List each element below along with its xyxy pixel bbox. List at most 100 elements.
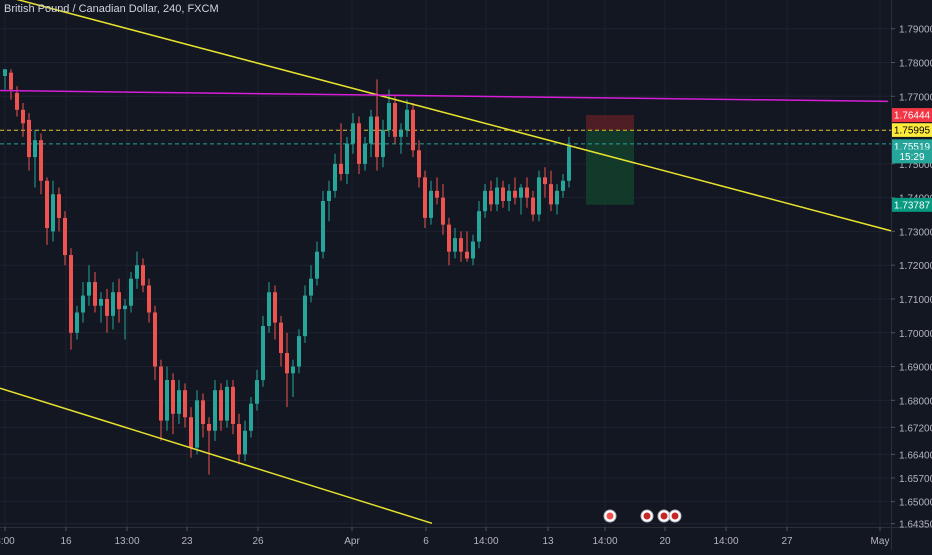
price-label: 1.76444 xyxy=(892,108,932,123)
candle-body xyxy=(561,180,565,191)
candle xyxy=(555,184,559,215)
price-label: 1.73787 xyxy=(892,197,932,212)
candle xyxy=(159,359,163,441)
candle-body xyxy=(9,72,13,90)
x-tick-label: 14:00 xyxy=(713,536,738,547)
candle-body xyxy=(519,187,523,198)
candle-body xyxy=(405,109,409,131)
candle-body xyxy=(21,109,25,124)
candle xyxy=(459,231,463,262)
candle xyxy=(471,234,475,266)
resistance-line[interactable] xyxy=(0,89,889,103)
candle-body xyxy=(537,177,541,215)
x-tick-label: 14:00 xyxy=(592,536,617,547)
candle xyxy=(291,359,295,397)
candle xyxy=(309,265,313,303)
candle xyxy=(69,248,73,350)
trendlines[interactable] xyxy=(0,0,893,524)
candle xyxy=(51,180,55,242)
event-flag-icon[interactable] xyxy=(657,509,671,523)
y-tick-label: 1.73000 xyxy=(899,227,932,238)
candle-body xyxy=(63,217,67,256)
candle-body xyxy=(399,130,403,137)
x-tick-label: 13 xyxy=(542,536,554,547)
candle-body xyxy=(225,386,229,421)
x-tick-label: 23 xyxy=(181,536,193,547)
candle-body xyxy=(531,197,535,215)
candle xyxy=(225,380,229,428)
candle-body xyxy=(171,380,175,414)
event-flag-icon[interactable] xyxy=(668,509,682,523)
candle xyxy=(417,140,421,188)
candle-body xyxy=(357,123,361,164)
price-label-text: 1.75995 xyxy=(894,126,931,137)
event-flag-dot xyxy=(606,512,614,520)
event-icons[interactable] xyxy=(603,509,682,523)
candle-body xyxy=(27,119,31,158)
candle xyxy=(105,288,109,333)
time-axis[interactable]: 3:00 16 13:00 23 26 Apr 6 14:00 13 14:00 20 14:00 27… xyxy=(0,527,889,547)
candle-body xyxy=(111,292,115,316)
candle xyxy=(201,393,205,438)
candle-body xyxy=(33,140,37,158)
candle xyxy=(213,380,217,441)
candle xyxy=(435,177,439,205)
candle-body xyxy=(507,190,511,202)
candle xyxy=(99,292,103,323)
candle-body xyxy=(525,187,529,198)
candle xyxy=(531,190,535,222)
candle-body xyxy=(15,92,19,110)
candle xyxy=(447,217,451,266)
price-label-text: 1.76444 xyxy=(894,111,931,122)
y-tick-label: 1.79000 xyxy=(899,25,932,36)
candle xyxy=(333,153,337,198)
event-flag-icon[interactable] xyxy=(603,509,617,523)
upper-trendline[interactable] xyxy=(0,0,893,232)
candle-body xyxy=(189,417,193,448)
candle xyxy=(393,96,397,144)
candle xyxy=(465,231,469,262)
candle xyxy=(243,420,247,462)
candle xyxy=(453,228,457,259)
candle xyxy=(33,130,37,188)
y-tick-label: 1.77000 xyxy=(899,92,932,103)
candle xyxy=(21,103,25,137)
y-tick-label: 1.70000 xyxy=(899,329,932,340)
candle-body xyxy=(441,197,445,225)
candle-body xyxy=(549,184,553,205)
price-label-bg xyxy=(892,149,932,164)
price-label: 1.75995 xyxy=(892,123,932,138)
candle-body xyxy=(105,298,109,316)
candle-body xyxy=(183,390,187,418)
candle-body xyxy=(501,187,505,202)
candle-body xyxy=(345,143,349,174)
candle-body xyxy=(75,312,79,333)
candle xyxy=(45,177,49,245)
y-tick-label: 1.67200 xyxy=(899,423,932,434)
lower-trendline[interactable] xyxy=(0,387,433,524)
candle-body xyxy=(291,366,295,374)
candle xyxy=(537,170,541,222)
candle-body xyxy=(273,292,277,323)
grid xyxy=(0,0,891,527)
candle xyxy=(39,133,43,195)
chart-title: British Pound / Canadian Dollar, 240, FX… xyxy=(4,3,219,15)
candle xyxy=(87,265,91,306)
candle-body xyxy=(237,423,241,455)
candle xyxy=(123,298,127,340)
candle xyxy=(405,99,409,137)
stop-loss-zone[interactable] xyxy=(586,115,634,131)
candle xyxy=(483,184,487,218)
event-flag-dot xyxy=(660,512,668,520)
price-label-text: 1.75519 xyxy=(894,142,931,153)
candle-body xyxy=(231,386,235,424)
x-tick-label: 16 xyxy=(60,536,72,547)
candle-body xyxy=(81,295,85,313)
event-flag-icon[interactable] xyxy=(640,509,654,523)
candle xyxy=(63,211,67,266)
candle-body xyxy=(333,163,337,191)
candle xyxy=(93,271,97,313)
take-profit-zone[interactable] xyxy=(586,130,634,205)
